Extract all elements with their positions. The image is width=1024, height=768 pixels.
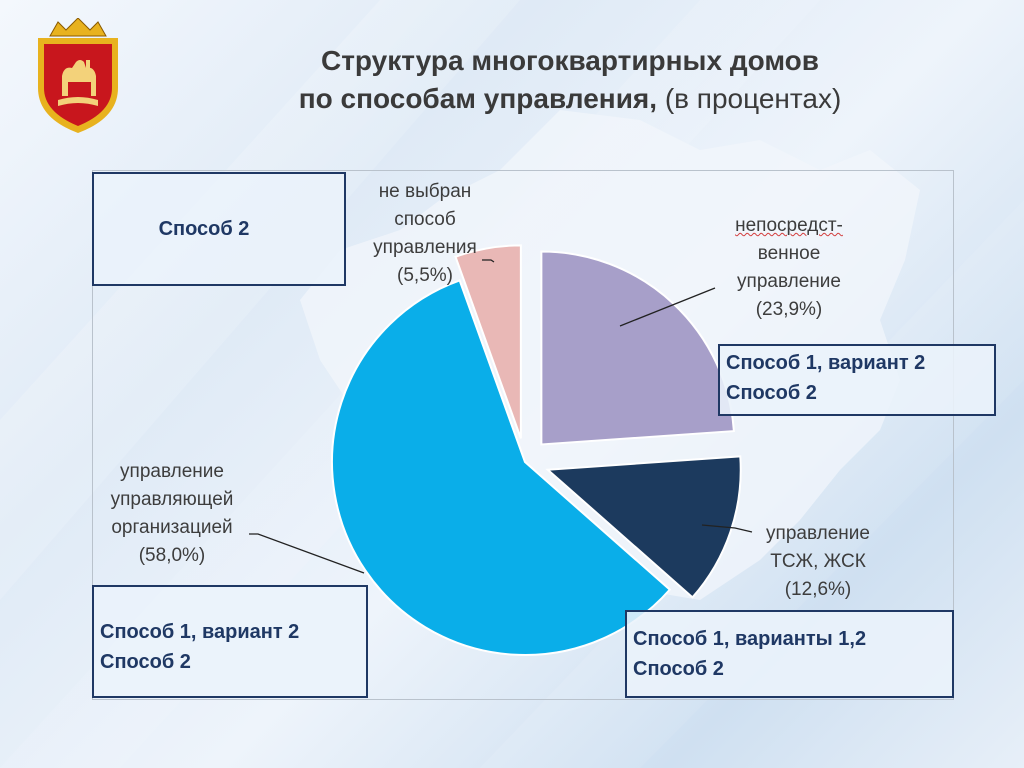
label-none-percent: (5,5%) [397,265,453,286]
pie-slice-none [454,244,522,439]
method-box-mid-right-line2: Способ 2 [726,382,817,404]
chart-frame [92,170,954,700]
slice-label-tsj: управление ТСЖ, ЖСК (12,6%) [748,520,888,604]
pie-slice-uo [331,279,672,656]
method-box-bottom-right-line1: Способ 1, варианты 1,2 [633,628,867,650]
method-box-mid-right-line1: Способ 1, вариант 2 [726,352,926,374]
label-none-line1: не выбран [378,181,472,202]
title-line-2: по способам управления, [298,83,658,114]
method-box-bottom-left-line1: Способ 1, вариант 2 [100,621,300,643]
title-units: (в процентах) [664,83,842,114]
label-uo-line1: управление [120,461,224,482]
method-box-bottom-right: Способ 1, варианты 1,2 Способ 2 [625,610,954,698]
page-title: Структура многоквартирных домов по спосо… [180,42,960,118]
label-direct-line3: управление [737,271,841,292]
label-uo-percent: (58,0%) [138,545,206,566]
leader-line-tsj [701,524,753,533]
method-box-bottom-left-line2: Способ 2 [100,651,191,673]
method-box-mid-right: Способ 1, вариант 2 Способ 2 [718,344,996,416]
label-tsj-line2: ТСЖ, ЖСК [770,551,866,572]
label-uo-line3: организацией [111,517,233,538]
leader-line-none [482,259,495,263]
label-uo-line2: управляющей [110,489,234,510]
title-line-1: Структура многоквартирных домов [321,45,819,76]
label-tsj-percent: (12,6%) [784,579,852,600]
leader-line-uo [249,533,365,574]
pie-slice-tsj [545,455,742,599]
pie-slice-direct [540,250,735,446]
method-box-bottom-left: Способ 1, вариант 2 Способ 2 [92,585,368,698]
slice-label-uo: управление управляющей организацией (58,… [90,458,254,570]
label-tsj-line1: управление [766,523,870,544]
label-direct-line1: непосредст- [735,215,843,236]
method-box-top-left-line1: Способ 2 [158,218,250,240]
label-direct-line2: венное [757,243,821,264]
label-none-line3: управления [373,237,477,258]
method-box-top-left: Способ 2 [92,172,346,286]
coat-of-arms-emblem [38,18,118,133]
slice-label-none: не выбран способ управления (5,5%) [355,178,495,290]
label-none-line2: способ [394,209,456,230]
label-direct-percent: (23,9%) [755,299,823,320]
leader-line-direct [619,287,716,327]
method-box-bottom-right-line2: Способ 2 [633,658,724,680]
slice-label-direct: непосредст- венное управление (23,9%) [714,212,864,324]
